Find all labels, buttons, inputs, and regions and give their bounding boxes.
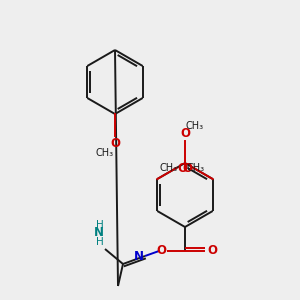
Text: N: N: [134, 250, 144, 262]
Text: O: O: [110, 137, 120, 150]
Text: CH₃: CH₃: [186, 121, 204, 131]
Text: CH₃: CH₃: [96, 148, 114, 158]
Text: O: O: [180, 127, 190, 140]
Text: H: H: [96, 220, 104, 230]
Text: O: O: [207, 244, 217, 257]
Text: O: O: [156, 244, 166, 257]
Text: O: O: [177, 161, 187, 175]
Text: O: O: [183, 161, 193, 175]
Text: N: N: [94, 226, 104, 239]
Text: CH₃: CH₃: [160, 163, 178, 173]
Text: CH₃: CH₃: [186, 163, 205, 173]
Text: H: H: [96, 237, 104, 247]
